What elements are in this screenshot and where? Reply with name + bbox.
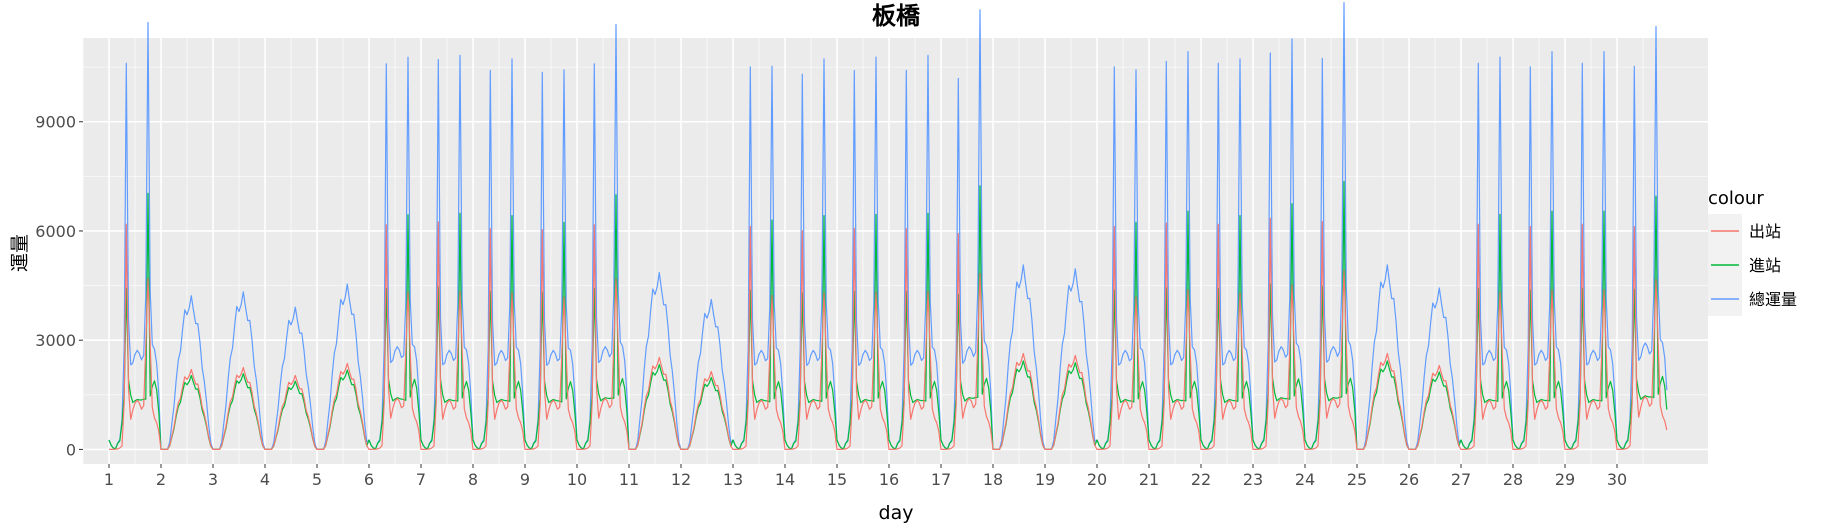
x-tick-label: 13 xyxy=(723,470,743,489)
x-tick-label: 17 xyxy=(931,470,951,489)
x-tick-label: 7 xyxy=(416,470,426,489)
x-tick-label: 1 xyxy=(104,470,114,489)
x-tick-label: 5 xyxy=(312,470,322,489)
x-tick-label: 11 xyxy=(619,470,639,489)
x-tick-label: 21 xyxy=(1139,470,1159,489)
legend-label: 總運量 xyxy=(1749,290,1797,309)
x-tick-label: 2 xyxy=(156,470,166,489)
x-tick-label: 9 xyxy=(520,470,530,489)
x-tick-label: 26 xyxy=(1399,470,1419,489)
x-axis-title: day xyxy=(879,502,914,524)
y-tick-label: 3000 xyxy=(35,331,76,350)
plot-panel xyxy=(83,38,1708,464)
series-layer xyxy=(108,1,1668,450)
y-tick-label: 9000 xyxy=(35,113,76,132)
x-tick-label: 14 xyxy=(775,470,795,489)
x-tick-label: 25 xyxy=(1347,470,1367,489)
x-tick-label: 16 xyxy=(879,470,899,489)
y-axis-title: 運量 xyxy=(9,234,31,272)
series-line-0 xyxy=(109,217,1668,450)
grid-minor xyxy=(82,38,1708,464)
x-tick-label: 15 xyxy=(827,470,847,489)
x-tick-label: 10 xyxy=(567,470,587,489)
x-tick-label: 28 xyxy=(1503,470,1523,489)
chart-title: 板橋 xyxy=(872,2,921,30)
x-tick-label: 4 xyxy=(260,470,270,489)
x-tick-label: 27 xyxy=(1451,470,1471,489)
x-tick-label: 6 xyxy=(364,470,374,489)
x-tick-label: 18 xyxy=(983,470,1003,489)
x-tick-label: 24 xyxy=(1295,470,1315,489)
y-axis: 0 3000 6000 9000 xyxy=(35,113,83,459)
y-tick-label: 6000 xyxy=(35,222,76,241)
y-tick-label: 0 xyxy=(66,440,76,459)
x-tick-label: 30 xyxy=(1607,470,1627,489)
x-tick-label: 23 xyxy=(1243,470,1263,489)
x-axis: 1 2 3 4 5 6 7 8 9 10 11 12 13 14 15 16 17 18 19 20 21 22 23 24 2… xyxy=(104,464,1627,489)
x-tick-label: 22 xyxy=(1191,470,1211,489)
x-tick-label: 20 xyxy=(1087,470,1107,489)
x-tick-label: 8 xyxy=(468,470,478,489)
x-tick-label: 19 xyxy=(1035,470,1055,489)
legend-label: 進站 xyxy=(1749,256,1781,275)
legend-title: colour xyxy=(1708,188,1764,209)
x-tick-label: 29 xyxy=(1555,470,1575,489)
x-tick-label: 12 xyxy=(671,470,691,489)
x-tick-label: 3 xyxy=(208,470,218,489)
grid-major xyxy=(83,38,1708,464)
legend-label: 出站 xyxy=(1749,222,1781,241)
